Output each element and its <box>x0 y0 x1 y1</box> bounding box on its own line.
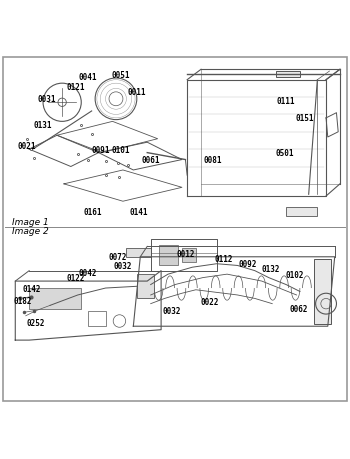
Text: 0021: 0021 <box>17 142 36 151</box>
Text: 0102: 0102 <box>286 270 304 279</box>
Text: 0121: 0121 <box>67 83 85 92</box>
Text: 0122: 0122 <box>67 274 85 282</box>
Text: 0252: 0252 <box>26 319 45 328</box>
Text: 0032: 0032 <box>114 261 132 270</box>
Text: 0092: 0092 <box>239 260 257 269</box>
Bar <box>314 259 331 325</box>
Text: 0072: 0072 <box>108 253 127 262</box>
Text: 0012: 0012 <box>176 249 195 258</box>
Bar <box>182 249 196 263</box>
Bar <box>159 245 178 266</box>
Text: 0111: 0111 <box>277 97 295 106</box>
Text: Image 1: Image 1 <box>12 217 49 226</box>
Text: 0041: 0041 <box>78 73 97 82</box>
Text: 0022: 0022 <box>201 298 219 307</box>
Text: 0182: 0182 <box>14 296 32 305</box>
Bar <box>29 288 81 309</box>
Bar <box>286 207 317 216</box>
Text: 0091: 0091 <box>91 146 110 154</box>
Bar <box>137 274 154 299</box>
Text: 0031: 0031 <box>37 95 56 104</box>
Text: 0501: 0501 <box>275 149 294 158</box>
Text: 0151: 0151 <box>296 114 314 123</box>
Text: 0141: 0141 <box>129 207 148 217</box>
Text: Image 2: Image 2 <box>12 227 49 236</box>
Text: 0131: 0131 <box>33 121 51 130</box>
Text: 0042: 0042 <box>79 269 97 277</box>
Text: 0132: 0132 <box>261 265 280 274</box>
Text: 0161: 0161 <box>83 207 102 217</box>
Text: 0062: 0062 <box>289 305 308 313</box>
Text: 0112: 0112 <box>214 254 233 263</box>
Text: 0061: 0061 <box>141 156 160 165</box>
Text: 0101: 0101 <box>112 146 131 154</box>
Bar <box>126 249 151 257</box>
Text: 0032: 0032 <box>162 307 181 315</box>
Bar <box>88 311 106 326</box>
Bar <box>276 72 300 78</box>
Text: 0051: 0051 <box>112 71 131 80</box>
Text: 0081: 0081 <box>204 156 223 165</box>
Text: 0011: 0011 <box>127 88 146 97</box>
Text: 0142: 0142 <box>23 284 41 293</box>
